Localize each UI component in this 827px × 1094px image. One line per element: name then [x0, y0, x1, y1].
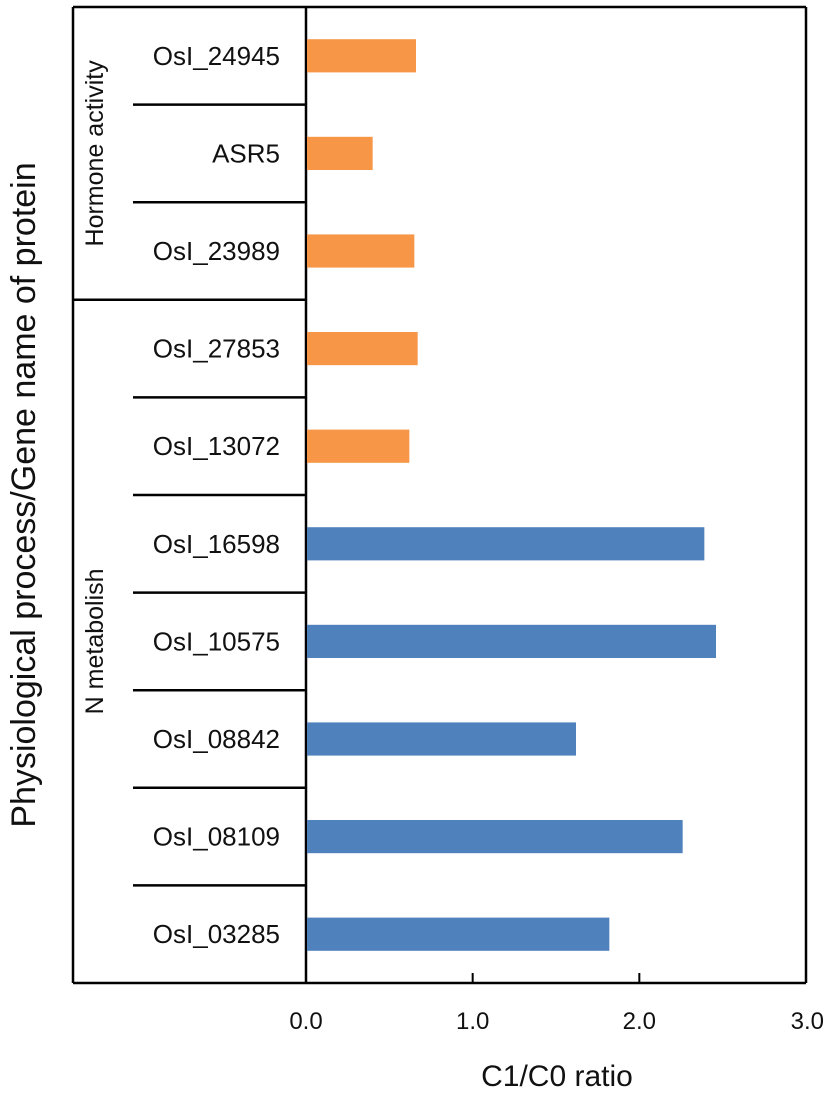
bar-osi-27853	[307, 332, 418, 366]
category-label: OsI_08109	[153, 822, 280, 852]
row-separators	[73, 103, 306, 887]
category-label: OsI_10575	[153, 626, 280, 656]
x-axis-title: C1/C0 ratio	[481, 1060, 633, 1093]
bar-osi-24945	[307, 39, 416, 73]
x-tick-label: 0.0	[289, 1008, 322, 1035]
category-label: OsI_03285	[153, 919, 280, 949]
category-label: OsI_16598	[153, 529, 280, 559]
bar-osi-08109	[307, 820, 683, 854]
bars	[307, 39, 716, 951]
y-axis-title: Physiological process/Gene name of prote…	[5, 162, 43, 827]
x-tick-label: 3.0	[791, 1008, 824, 1035]
bar-asr5	[307, 136, 373, 170]
category-label: OsI_24945	[153, 41, 280, 71]
bar-osi-10575	[307, 624, 716, 658]
bar-osi-03285	[307, 917, 610, 951]
category-label: OsI_23989	[153, 236, 280, 266]
bar-osi-13072	[307, 429, 410, 463]
x-axis-ticks: 0.0 1.0 2.0 3.0	[289, 973, 824, 1035]
category-labels: OsI_24945 ASR5 OsI_23989 OsI_27853 OsI_13072…	[153, 41, 280, 949]
category-label: ASR5	[212, 138, 280, 168]
group-label: N metabolish	[81, 568, 109, 714]
group-label: Hormone activity	[81, 60, 109, 247]
group-labels: Hormone activity N metabolish	[81, 60, 109, 715]
bar-osi-16598	[307, 527, 705, 561]
x-tick-label: 1.0	[456, 1008, 489, 1035]
category-label: OsI_27853	[153, 334, 280, 364]
category-label: OsI_08842	[153, 724, 280, 754]
x-tick-label: 2.0	[623, 1008, 656, 1035]
category-label: OsI_13072	[153, 431, 280, 461]
bar-osi-08842	[307, 722, 576, 756]
bar-osi-23989	[307, 234, 415, 268]
